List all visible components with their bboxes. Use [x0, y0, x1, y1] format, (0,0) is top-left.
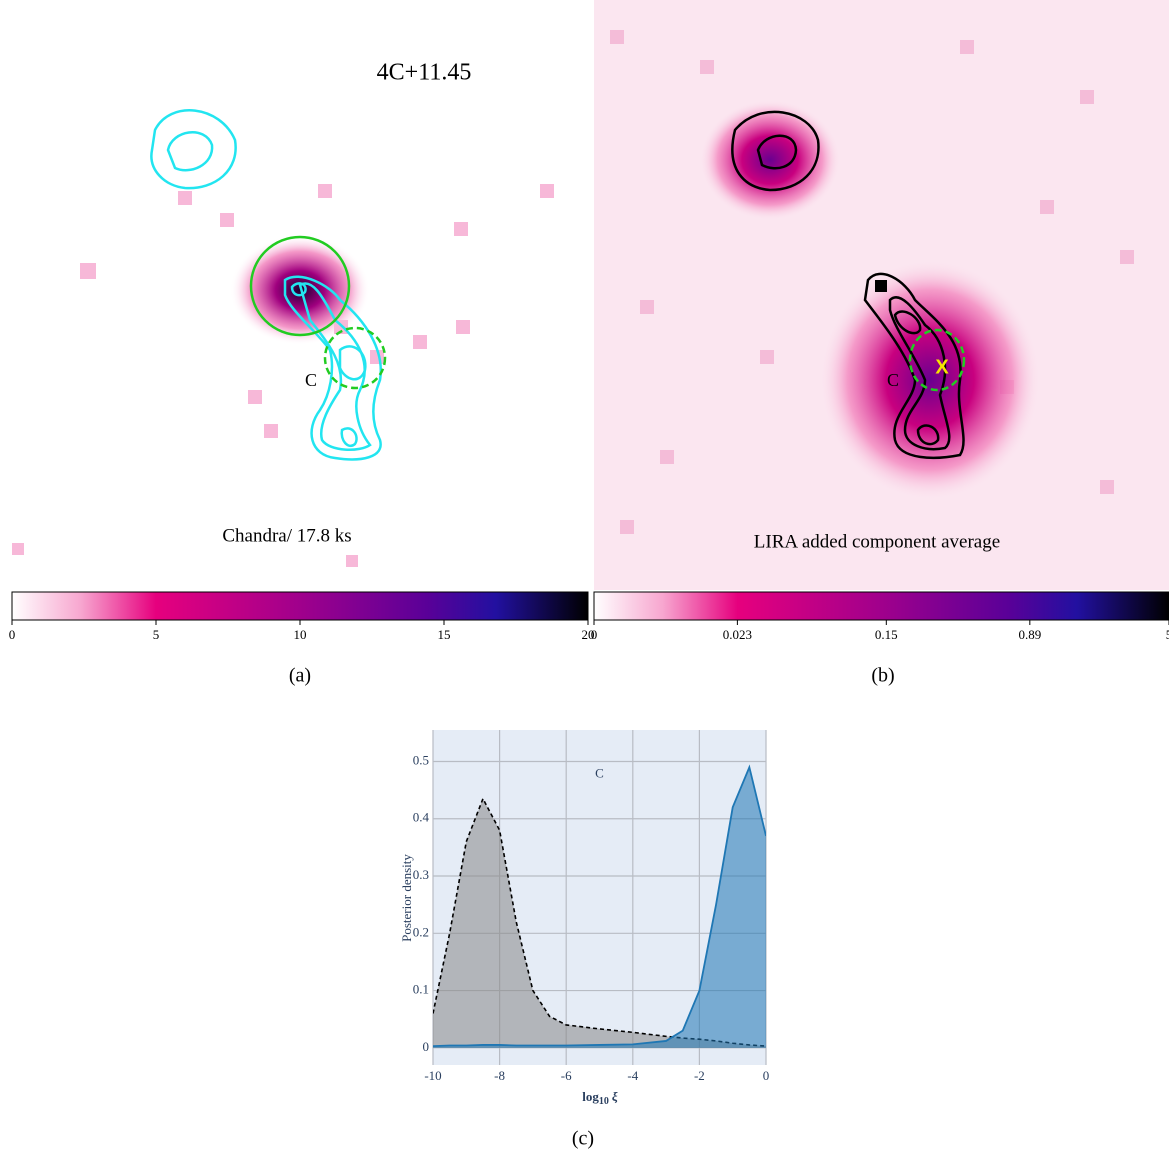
- x-marker: X: [935, 356, 949, 378]
- x-tick-label: -8: [494, 1068, 505, 1083]
- x-label-base: log: [582, 1089, 599, 1104]
- panel-label: (b): [871, 665, 894, 687]
- contours: [731, 110, 965, 459]
- component-label: C: [887, 370, 899, 390]
- y-tick-label: 0.3: [413, 867, 429, 882]
- y-tick-label: 0: [423, 1039, 430, 1054]
- colorbar-tick-label: 15: [438, 627, 451, 642]
- colorbar-b: [593, 591, 1169, 621]
- colorbar-tick-label: 10: [294, 627, 307, 642]
- colorbar-tick-label: 0.15: [875, 627, 898, 642]
- source-circle: [249, 235, 351, 337]
- pixels: [12, 184, 554, 567]
- area: [433, 767, 766, 1048]
- panel-a-caption: Chandra/ 17.8 ks: [222, 525, 351, 546]
- x-tick-label: -10: [424, 1068, 441, 1083]
- x-label-sub: 10: [599, 1096, 609, 1107]
- panel-b-caption: LIRA added component average: [754, 531, 1000, 552]
- y-tick-label: 0.1: [413, 982, 429, 997]
- component-label: C: [305, 370, 317, 390]
- component-circle: [323, 326, 387, 390]
- area: [433, 798, 766, 1048]
- y-tick-label: 0.5: [413, 752, 429, 767]
- x-tick-label: -4: [627, 1068, 638, 1083]
- colorbar-tick-label: 0.023: [723, 627, 752, 642]
- colorbar-tick-label: 20: [582, 627, 595, 642]
- x-tick-label: -2: [694, 1068, 705, 1083]
- x-label-var: ξ: [612, 1089, 618, 1104]
- x-tick-label: 0: [763, 1068, 770, 1083]
- colorbar-a: [11, 591, 589, 621]
- colorbar-tick-label: 0.89: [1018, 627, 1041, 642]
- plot-data: [433, 764, 766, 1048]
- x-axis-label: log10 ξ: [582, 1089, 618, 1107]
- panel-b-image: [594, 0, 1169, 590]
- x-tick-label: -6: [561, 1068, 572, 1083]
- panel-a-title: 4C+11.45: [377, 60, 472, 86]
- annotation: C: [595, 766, 604, 781]
- y-tick-label: 0.4: [413, 810, 430, 825]
- y-axis-label: Posterior density: [399, 854, 414, 942]
- series-line: [433, 764, 766, 1047]
- colorbar-tick-label: 5: [153, 627, 160, 642]
- panel-a-image: [12, 109, 554, 567]
- panel-label: (c): [572, 1128, 594, 1150]
- colorbar-tick-label: 5: [1166, 627, 1169, 642]
- y-tick-label: 0.2: [413, 924, 429, 939]
- pixels: [610, 30, 1134, 534]
- colorbar-tick-label: 0: [9, 627, 16, 642]
- panel-label: (a): [289, 665, 311, 687]
- colorbar-tick-label: 0: [591, 627, 598, 642]
